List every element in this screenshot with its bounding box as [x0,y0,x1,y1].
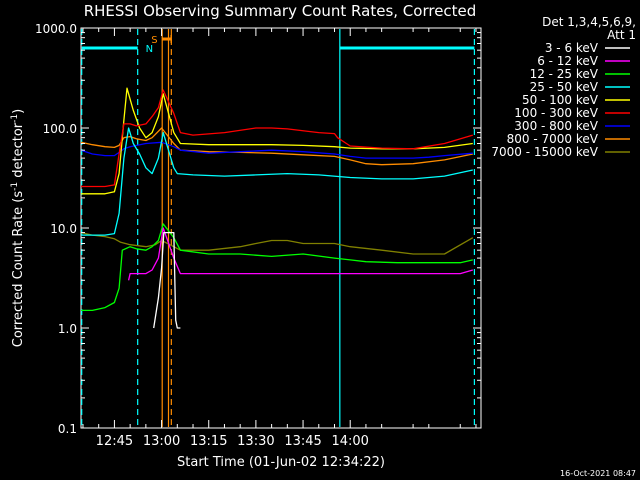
legend-label-1: 6 - 12 keV [537,54,599,68]
series-line-0 [153,231,181,329]
legend-label-8: 7000 - 15000 keV [491,145,598,159]
y-axis-label-end: ) [11,109,26,114]
footer-timestamp: 16-Oct-2021 08:47 [560,469,636,478]
series-line-5 [81,89,473,188]
y-axis: 1000.0 100.0 10.0 1.0 0.1 [35,22,481,436]
x-tick-label-3: 13:30 [237,434,274,449]
legend-label-0: 3 - 6 keV [545,41,599,55]
series-line-4 [81,87,473,195]
y-axis-label-sup1: -1 [10,182,20,191]
legend-header-line1: Det 1,3,4,5,6,9, [542,15,636,29]
y-axis-label: Corrected Count Rate (s-1 detector-1) [10,109,26,347]
y-tick-label-0: 1000.0 [35,22,77,36]
y-tick-label-1: 100.0 [43,122,77,136]
y-axis-label-mid: detector [11,122,26,182]
series-line-3 [81,127,473,236]
annotations: NS [81,29,475,427]
x-axis-label: Start Time (01-Jun-02 12:34:22) [177,455,385,470]
x-tick-label-5: 14:00 [331,434,368,449]
x-tick-label-1: 13:00 [143,434,180,449]
y-tick-label-4: 0.1 [58,422,77,436]
legend-label-4: 50 - 100 keV [522,93,599,107]
plot-frame [80,27,482,429]
legend-label-6: 300 - 800 keV [514,119,598,133]
y-axis-label-main: Corrected Count Rate (s [11,191,26,348]
legend-label-3: 25 - 50 keV [530,80,599,94]
series-line-7 [80,127,473,166]
x-tick-label-2: 13:15 [190,434,227,449]
legend-label-2: 12 - 25 keV [530,67,599,81]
y-axis-label-sup2: -1 [10,114,20,123]
saa-label: S [151,35,157,46]
legend-label-5: 100 - 300 keV [514,106,598,120]
series-line-2 [81,223,473,312]
plot-area [80,27,482,429]
legend-header-line2: Att 1 [607,28,636,42]
series-line-1 [127,227,473,281]
x-tick-label-4: 13:45 [284,434,321,449]
series-line-6 [80,141,473,159]
y-tick-label-2: 10.0 [50,222,77,236]
series-line-8 [80,231,474,255]
legend-label-7: 800 - 7000 keV [507,132,599,146]
chart-title: RHESSI Observing Summary Count Rates, Co… [84,2,477,20]
x-axis: 12:45 13:00 13:15 13:30 13:45 14:00 [82,28,477,449]
y-tick-label-3: 1.0 [58,322,77,336]
series-lines [80,87,474,329]
night-label: N [146,44,153,55]
x-tick-label-0: 12:45 [96,434,133,449]
